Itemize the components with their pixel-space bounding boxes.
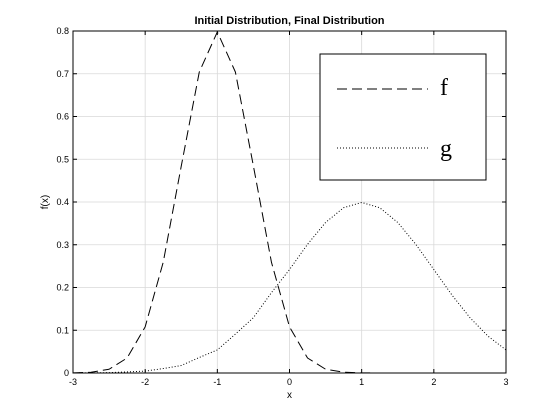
y-tick-label: 0: [64, 368, 69, 378]
y-tick-label: 0.2: [56, 283, 69, 293]
legend-box: [319, 53, 487, 181]
x-tick-label: -1: [213, 377, 221, 387]
x-tick-label: -3: [69, 377, 77, 387]
x-tick-label: 2: [431, 377, 436, 387]
y-tick-label: 0.8: [56, 26, 69, 36]
y-tick-label: 0.5: [56, 154, 69, 164]
legend-label-f: f: [440, 75, 448, 101]
y-tick-label: 0.7: [56, 69, 69, 79]
y-axis-label: f(x): [40, 195, 51, 209]
axis-ticks: -3 -2 -1 0 1 2 3 0 0.1 0.2 0.3 0.4 0.5 0.6 0.7 0.8: [56, 26, 508, 387]
chart-title: Initial Distribution, Final Distribution: [194, 15, 384, 27]
x-tick-label: 1: [359, 377, 364, 387]
x-tick-label: 0: [287, 377, 292, 387]
x-axis-label: x: [287, 390, 292, 401]
series-line-f: [72, 31, 506, 374]
y-tick-label: 0.6: [56, 112, 69, 122]
legend: f g: [319, 53, 487, 181]
x-tick-label: 3: [503, 377, 508, 387]
y-tick-label: 0.4: [56, 197, 69, 207]
y-tick-label: 0.3: [56, 240, 69, 250]
legend-label-g: g: [440, 136, 452, 162]
y-tick-label: 0.1: [56, 325, 69, 335]
x-tick-label: -2: [141, 377, 149, 387]
